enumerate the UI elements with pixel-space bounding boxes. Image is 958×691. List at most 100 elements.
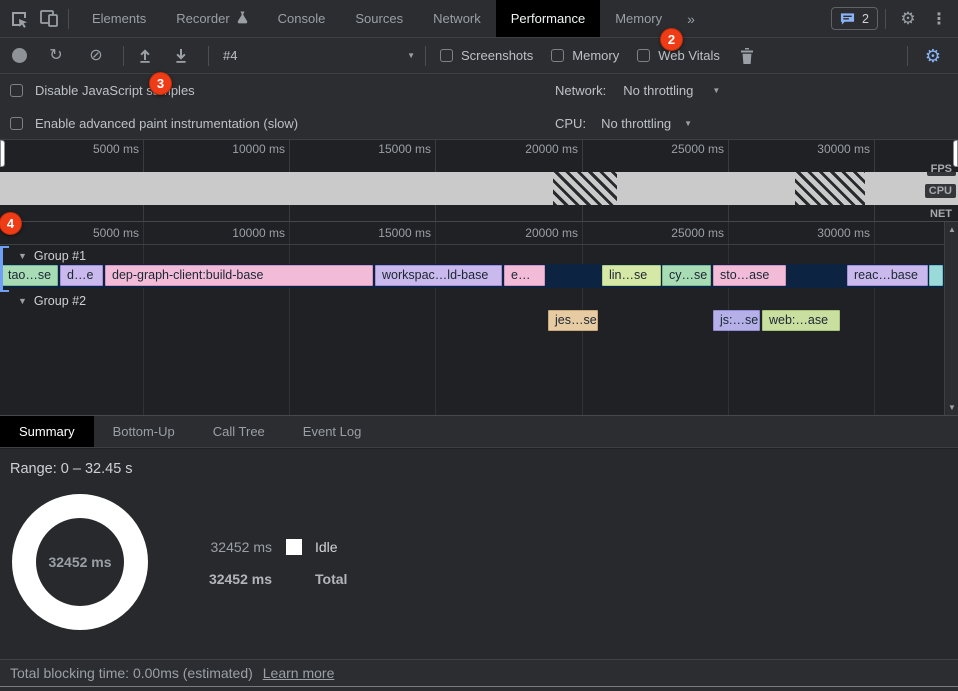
- panel-tabs: Elements Recorder Console Sources Network Per…: [77, 0, 677, 37]
- scroll-up-icon[interactable]: ▲: [948, 225, 956, 234]
- cpu-overview-band: [0, 172, 958, 205]
- flame-bar[interactable]: dep-graph-client:build-base: [105, 265, 373, 286]
- legend-row: 32452 ms Total: [182, 569, 347, 589]
- overview-right-handle[interactable]: [953, 140, 958, 167]
- record-button[interactable]: [12, 48, 27, 63]
- overview-left-handle[interactable]: [0, 140, 5, 167]
- collapse-icon[interactable]: ▼: [18, 251, 27, 261]
- ruler-tick-label: 25000 ms: [671, 226, 724, 240]
- timeline-overview[interactable]: FPS CPU NET 5000 ms 10000 ms 15000 ms 20000…: [0, 140, 958, 222]
- flame-bar[interactable]: tao…se: [1, 265, 58, 286]
- cpu-throttling-select[interactable]: No throttling: [601, 115, 672, 131]
- group-2-header[interactable]: ▼ Group #2: [18, 294, 86, 308]
- summary-pane: Range: 0 – 32.45 s 32452 ms 32452 ms Idle…: [0, 449, 958, 659]
- ruler-tick-label: 15000 ms: [378, 226, 431, 240]
- option-row-paint: Enable advanced paint instrumentation (s…: [0, 107, 958, 140]
- flame-bar[interactable]: jes…se: [548, 310, 598, 331]
- save-profile-button[interactable]: [166, 43, 196, 69]
- scroll-down-icon[interactable]: ▼: [948, 403, 956, 412]
- option-row-js-samples: Disable JavaScript samples Network: No t…: [0, 74, 958, 107]
- group-1-header[interactable]: ▼ Group #1: [18, 249, 86, 263]
- tab-calltree[interactable]: Call Tree: [212, 424, 265, 439]
- kebab-menu-icon: ⋮: [931, 10, 947, 28]
- flame-bar[interactable]: e…: [504, 265, 545, 286]
- tab-console[interactable]: Console: [263, 0, 341, 37]
- devtools-tabbar: Elements Recorder Console Sources Network Per…: [0, 0, 958, 38]
- collapse-icon[interactable]: ▼: [18, 296, 27, 306]
- selection-bracket-top: [0, 246, 9, 248]
- tab-performance[interactable]: Performance: [495, 0, 601, 37]
- capture-settings: ⚙: [907, 43, 958, 69]
- tab-label: Recorder: [176, 11, 230, 26]
- inspect-element-button[interactable]: [4, 6, 34, 32]
- disable-js-samples-checkbox[interactable]: [10, 84, 23, 97]
- flame-bar[interactable]: lin…se: [602, 265, 661, 286]
- flame-bar[interactable]: js:…se: [713, 310, 760, 331]
- flame-bar[interactable]: d…e: [60, 265, 103, 286]
- flame-bar[interactable]: sto…ase: [713, 265, 786, 286]
- flame-bar[interactable]: [929, 265, 943, 286]
- divider: [907, 45, 908, 66]
- reload-and-record-button[interactable]: ↻: [41, 43, 71, 69]
- device-toolbar-button[interactable]: [34, 6, 64, 32]
- clear-button[interactable]: ⊘: [81, 43, 111, 69]
- advanced-paint-label: Enable advanced paint instrumentation (s…: [35, 115, 299, 131]
- tab-recorder[interactable]: Recorder: [161, 0, 262, 37]
- tab-sources[interactable]: Sources: [340, 0, 418, 37]
- tab-network[interactable]: Network: [418, 0, 496, 37]
- tab-summary[interactable]: Summary: [0, 416, 94, 447]
- memory-checkbox[interactable]: [551, 49, 565, 62]
- more-tabs-button[interactable]: »: [687, 10, 695, 27]
- ruler-border: [0, 244, 944, 245]
- tab-label: Console: [277, 11, 326, 26]
- net-lane-label: NET: [926, 207, 956, 221]
- flame-bar[interactable]: reac…base: [847, 265, 928, 286]
- cpu-lane-label: CPU: [924, 184, 956, 198]
- tab-label: Elements: [92, 11, 147, 26]
- ruler-tick-label: 10000 ms: [232, 226, 285, 240]
- capture-option-memory: Memory: [551, 48, 619, 63]
- reload-icon: ↻: [49, 46, 63, 64]
- window-bottom-edge: [0, 686, 958, 691]
- main-menu-button[interactable]: ⋮: [930, 6, 948, 32]
- issues-button[interactable]: 2: [831, 7, 878, 30]
- network-throttling-control: Network: No throttling ▼: [555, 83, 720, 98]
- chevron-down-icon[interactable]: ▼: [684, 118, 693, 128]
- chevron-down-icon[interactable]: ▼: [712, 86, 721, 95]
- tab-eventlog[interactable]: Event Log: [302, 424, 362, 439]
- flame-scrollbar[interactable]: ▲ ▼: [944, 222, 958, 415]
- group-1-label: Group #1: [33, 249, 87, 263]
- web-vitals-checkbox[interactable]: [637, 49, 651, 62]
- annotation-badge-3: 3: [149, 72, 172, 95]
- load-profile-button[interactable]: [130, 43, 160, 69]
- ruler-tick-label: 25000 ms: [671, 142, 724, 156]
- delete-recording-button[interactable]: [732, 43, 762, 69]
- annotation-badge-2: 2: [660, 28, 683, 51]
- network-label: Network:: [555, 83, 607, 98]
- gear-icon: ⚙: [924, 45, 942, 66]
- flame-chart[interactable]: ▼ Group #1 tao…se d…e dep-graph-client:bui…: [0, 222, 958, 415]
- network-throttling-select[interactable]: No throttling: [623, 83, 694, 98]
- flame-bar[interactable]: workspac…ld-base: [375, 265, 502, 286]
- ruler-tick-label: 20000 ms: [525, 142, 578, 156]
- flame-bar[interactable]: cy…se: [662, 265, 711, 286]
- settings-button[interactable]: ⚙: [893, 6, 923, 32]
- cpu-busy-region: [553, 172, 617, 205]
- ruler-tick-label: 5000 ms: [92, 226, 139, 240]
- advanced-paint-checkbox[interactable]: [10, 116, 23, 130]
- learn-more-link[interactable]: Learn more: [262, 665, 335, 681]
- screenshots-checkbox[interactable]: [440, 49, 453, 62]
- tab-memory[interactable]: Memory: [600, 0, 677, 37]
- divider: [68, 8, 69, 29]
- ruler-tick-label: 15000 ms: [378, 142, 431, 156]
- history-select[interactable]: #4 ▼: [223, 48, 415, 63]
- capture-settings-button[interactable]: ⚙: [918, 43, 948, 69]
- detail-tabs: Summary Bottom-Up Call Tree Event Log: [0, 415, 958, 448]
- flame-bar[interactable]: web:…ase: [762, 310, 840, 331]
- tab-elements[interactable]: Elements: [77, 0, 161, 37]
- selection-bracket-bottom: [0, 290, 9, 292]
- tab-bottomup[interactable]: Bottom-Up: [112, 424, 175, 439]
- tab-label: Network: [433, 11, 481, 26]
- range-label: Range: 0 – 32.45 s: [10, 461, 133, 477]
